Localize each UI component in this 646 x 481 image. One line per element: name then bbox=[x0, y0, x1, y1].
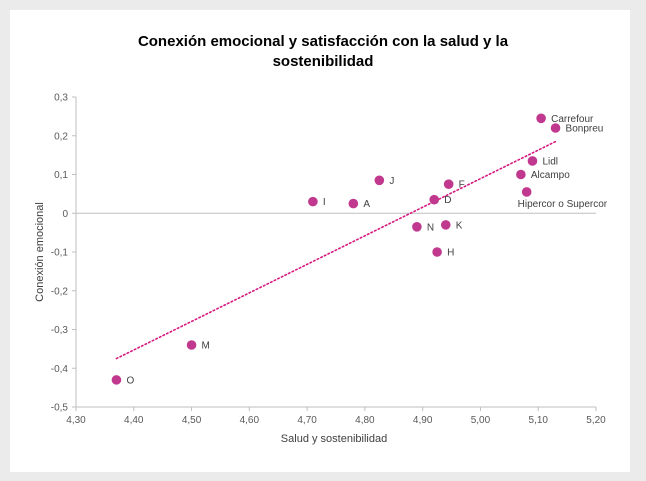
data-point-j bbox=[374, 175, 385, 186]
data-label: Lidl bbox=[542, 156, 558, 167]
y-tick-label: 0,1 bbox=[54, 170, 68, 181]
x-tick-label: 4,70 bbox=[297, 415, 317, 426]
data-point-lidl bbox=[527, 156, 538, 166]
data-label: D bbox=[444, 195, 451, 206]
x-tick-label: 4,90 bbox=[413, 415, 433, 426]
data-label: K bbox=[456, 220, 463, 231]
x-tick-label: 4,30 bbox=[66, 415, 86, 426]
x-tick-label: 5,10 bbox=[528, 415, 548, 426]
y-tick-label: 0,3 bbox=[54, 93, 68, 104]
data-point-carrefour bbox=[536, 113, 546, 124]
y-tick-label: -0,3 bbox=[51, 325, 69, 336]
chart-title: Conexión emocional y satisfacción con la… bbox=[0, 32, 646, 72]
data-label: O bbox=[126, 375, 134, 386]
x-tick-label: 5,00 bbox=[471, 415, 491, 426]
chart-title-line-1: Conexión emocional y satisfacción con la… bbox=[137, 33, 509, 50]
data-label: F bbox=[459, 180, 465, 191]
trendline bbox=[115, 140, 557, 360]
x-tick-label: 4,60 bbox=[240, 415, 260, 426]
y-axis-title: Conexión emocional bbox=[34, 202, 46, 302]
data-label: Alcampo bbox=[531, 170, 570, 181]
data-label: I bbox=[323, 197, 326, 208]
data-point-hipercor-o-supercor bbox=[521, 187, 532, 197]
y-tick-label: -0,4 bbox=[51, 364, 69, 375]
data-label: Carrefour bbox=[551, 114, 594, 125]
trendline-group bbox=[115, 140, 557, 360]
data-point-d bbox=[429, 194, 440, 205]
data-point-bonpreu bbox=[550, 123, 561, 133]
chart-card bbox=[10, 10, 630, 472]
data-point-o bbox=[111, 375, 122, 385]
data-point-i bbox=[308, 196, 318, 207]
x-tick-label: 4,80 bbox=[355, 415, 375, 426]
axes: 4,30 4,40 4,50 4,60 4,70 4,80 4,90 5,00 5,10 5,20… bbox=[51, 93, 606, 427]
data-point-h bbox=[432, 247, 442, 257]
data-label: A bbox=[363, 199, 370, 210]
data-point-alcampo bbox=[516, 169, 526, 180]
data-point-k bbox=[440, 220, 451, 230]
y-tick-label: 0 bbox=[62, 209, 68, 220]
x-tick-label: 4,50 bbox=[182, 415, 202, 426]
data-label: M bbox=[202, 341, 210, 352]
x-tick-label: 5,20 bbox=[586, 415, 606, 426]
data-label: Hipercor o Supercor bbox=[518, 199, 608, 210]
y-tick-label: 0,2 bbox=[54, 131, 68, 142]
data-point-m bbox=[186, 340, 197, 350]
y-tick-label: -0,1 bbox=[51, 248, 69, 259]
y-tick-label: -0,5 bbox=[51, 403, 69, 414]
data-label: J bbox=[389, 176, 394, 187]
chart-title-line-2: sostenibilidad bbox=[272, 53, 374, 70]
data-label: H bbox=[447, 248, 454, 259]
data-label: Bonpreu bbox=[566, 124, 604, 135]
data-point-f bbox=[443, 179, 454, 189]
data-label: N bbox=[427, 222, 434, 233]
x-tick-label: 4,40 bbox=[124, 415, 144, 426]
y-tick-label: -0,2 bbox=[51, 286, 69, 297]
x-axis-title: Salud y sostenibilidad bbox=[281, 433, 387, 445]
data-point-n bbox=[412, 222, 422, 232]
data-point-a bbox=[348, 198, 359, 209]
